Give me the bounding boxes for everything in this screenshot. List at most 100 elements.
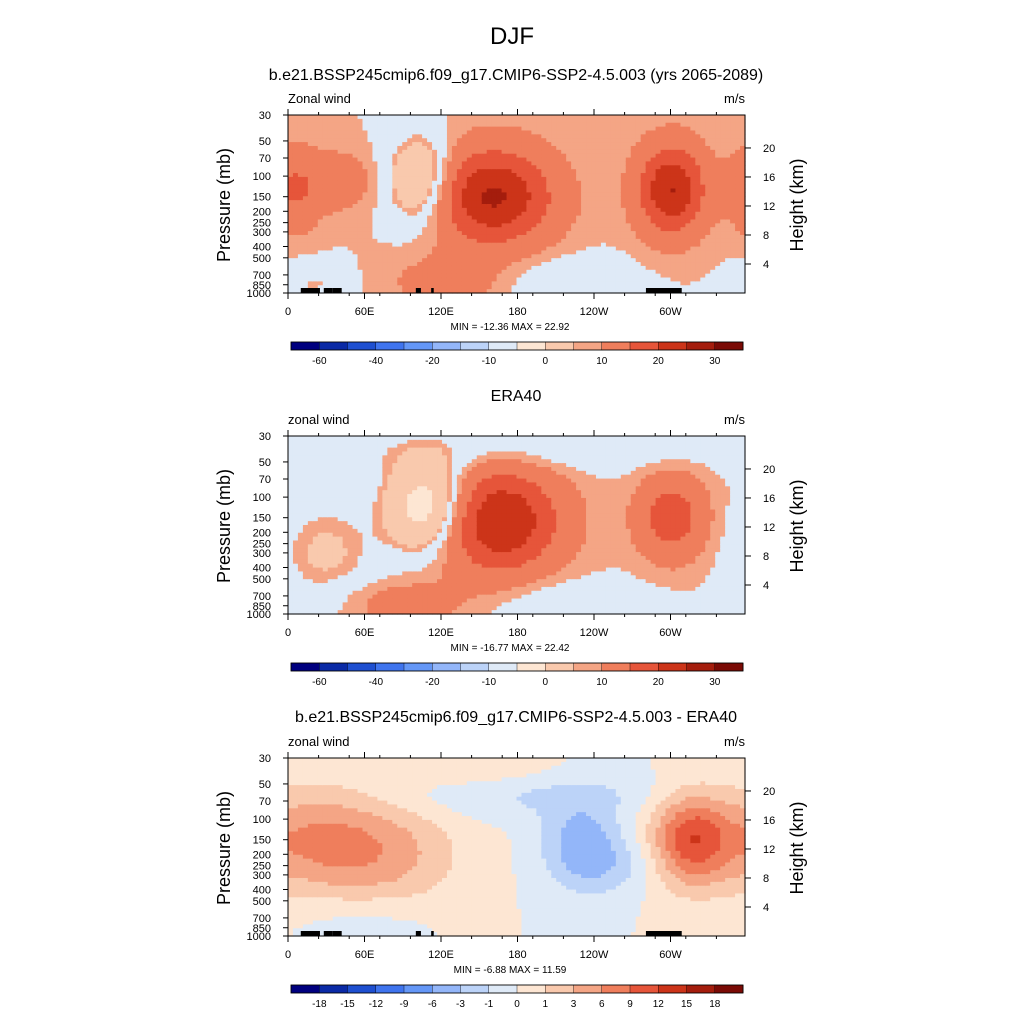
contour-cell xyxy=(486,115,493,120)
contour-cell xyxy=(471,176,478,182)
contour-cell xyxy=(655,138,662,143)
contour-cell xyxy=(496,134,503,139)
contour-cell xyxy=(695,219,701,224)
contour-cell xyxy=(417,200,423,205)
contour-cell xyxy=(740,200,746,205)
contour-cell xyxy=(556,246,562,252)
contour-cell xyxy=(670,157,677,163)
contour-cell xyxy=(302,262,309,267)
contour-cell xyxy=(640,118,647,124)
contour-cell xyxy=(566,192,572,197)
contour-cell xyxy=(690,215,696,221)
contour-cell xyxy=(288,289,294,294)
contour-cell xyxy=(516,219,523,224)
contour-cell xyxy=(446,234,453,240)
contour-cell xyxy=(620,157,627,163)
contour-cell xyxy=(302,254,309,259)
contour-cell xyxy=(322,532,329,538)
contour-cell xyxy=(312,586,319,592)
contour-cell xyxy=(705,176,711,182)
contour-cell xyxy=(531,207,537,213)
contour-cell xyxy=(357,165,364,170)
contour-cell xyxy=(506,157,513,163)
contour-cell xyxy=(357,215,364,221)
contour-cell xyxy=(541,234,547,240)
contour-cell xyxy=(456,269,463,275)
contour-cell xyxy=(432,242,438,248)
contour-cell xyxy=(337,184,344,190)
contour-cell xyxy=(551,130,557,135)
y-tick-label: 400 xyxy=(253,241,271,253)
contour-cell xyxy=(392,188,398,193)
contour-cell xyxy=(541,258,547,263)
contour-cell xyxy=(581,231,587,236)
contour-cell xyxy=(600,196,607,201)
contour-cell xyxy=(566,262,572,267)
contour-cell xyxy=(367,219,374,224)
contour-cell xyxy=(496,122,503,128)
contour-cell xyxy=(347,583,354,588)
contour-cell xyxy=(615,145,622,151)
contour-cell xyxy=(506,184,513,190)
contour-cell xyxy=(640,169,647,174)
contour-cell xyxy=(591,207,597,213)
contour-cell xyxy=(481,246,488,252)
contour-cell xyxy=(337,583,344,588)
contour-cell xyxy=(347,250,354,255)
contour-cell xyxy=(640,200,647,205)
contour-cell xyxy=(297,142,304,147)
contour-cell xyxy=(347,528,354,534)
contour-cell xyxy=(576,227,582,232)
contour-cell xyxy=(506,165,513,170)
contour-cell xyxy=(397,254,403,259)
contour-cell xyxy=(297,115,304,120)
contour-cell xyxy=(437,157,443,163)
contour-cell xyxy=(417,145,423,151)
contour-cell xyxy=(655,211,662,217)
contour-cell xyxy=(307,463,314,468)
contour-cell xyxy=(556,258,562,263)
contour-cell xyxy=(690,200,696,205)
contour-cell xyxy=(556,126,562,132)
contour-cell xyxy=(288,149,294,155)
contour-cell xyxy=(327,115,334,120)
contour-cell xyxy=(506,242,513,248)
contour-cell xyxy=(322,281,329,286)
contour-cell xyxy=(292,552,299,557)
contour-cell xyxy=(670,258,677,263)
contour-cell xyxy=(432,149,438,155)
contour-cell xyxy=(675,130,682,135)
contour-cell xyxy=(680,219,686,224)
contour-cell xyxy=(725,138,731,143)
contour-cell xyxy=(501,238,508,244)
contour-cell xyxy=(347,513,354,518)
contour-cell xyxy=(367,238,374,244)
contour-cell xyxy=(317,277,324,282)
contour-cell xyxy=(715,281,721,286)
contour-cell xyxy=(412,215,418,221)
contour-cell xyxy=(670,145,677,151)
contour-cell xyxy=(322,528,329,534)
contour-cell xyxy=(730,161,736,166)
contour-cell xyxy=(422,215,428,221)
contour-cell xyxy=(347,559,354,565)
contour-cell xyxy=(317,200,324,205)
contour-cell xyxy=(650,234,657,240)
contour-cell xyxy=(665,219,672,224)
contour-cell xyxy=(288,540,294,545)
contour-cell xyxy=(322,555,329,561)
contour-cell xyxy=(288,436,294,441)
contour-cell xyxy=(337,246,344,252)
contour-cell xyxy=(605,207,612,213)
contour-cell xyxy=(397,138,403,143)
contour-cell xyxy=(600,277,607,282)
contour-cell xyxy=(377,277,383,282)
contour-cell xyxy=(491,122,498,128)
contour-cell xyxy=(337,513,344,518)
contour-cell xyxy=(650,115,657,120)
contour-cell xyxy=(735,200,741,205)
contour-cell xyxy=(635,234,642,240)
contour-cell xyxy=(531,254,537,259)
contour-cell xyxy=(591,246,597,252)
contour-cell xyxy=(486,277,493,282)
